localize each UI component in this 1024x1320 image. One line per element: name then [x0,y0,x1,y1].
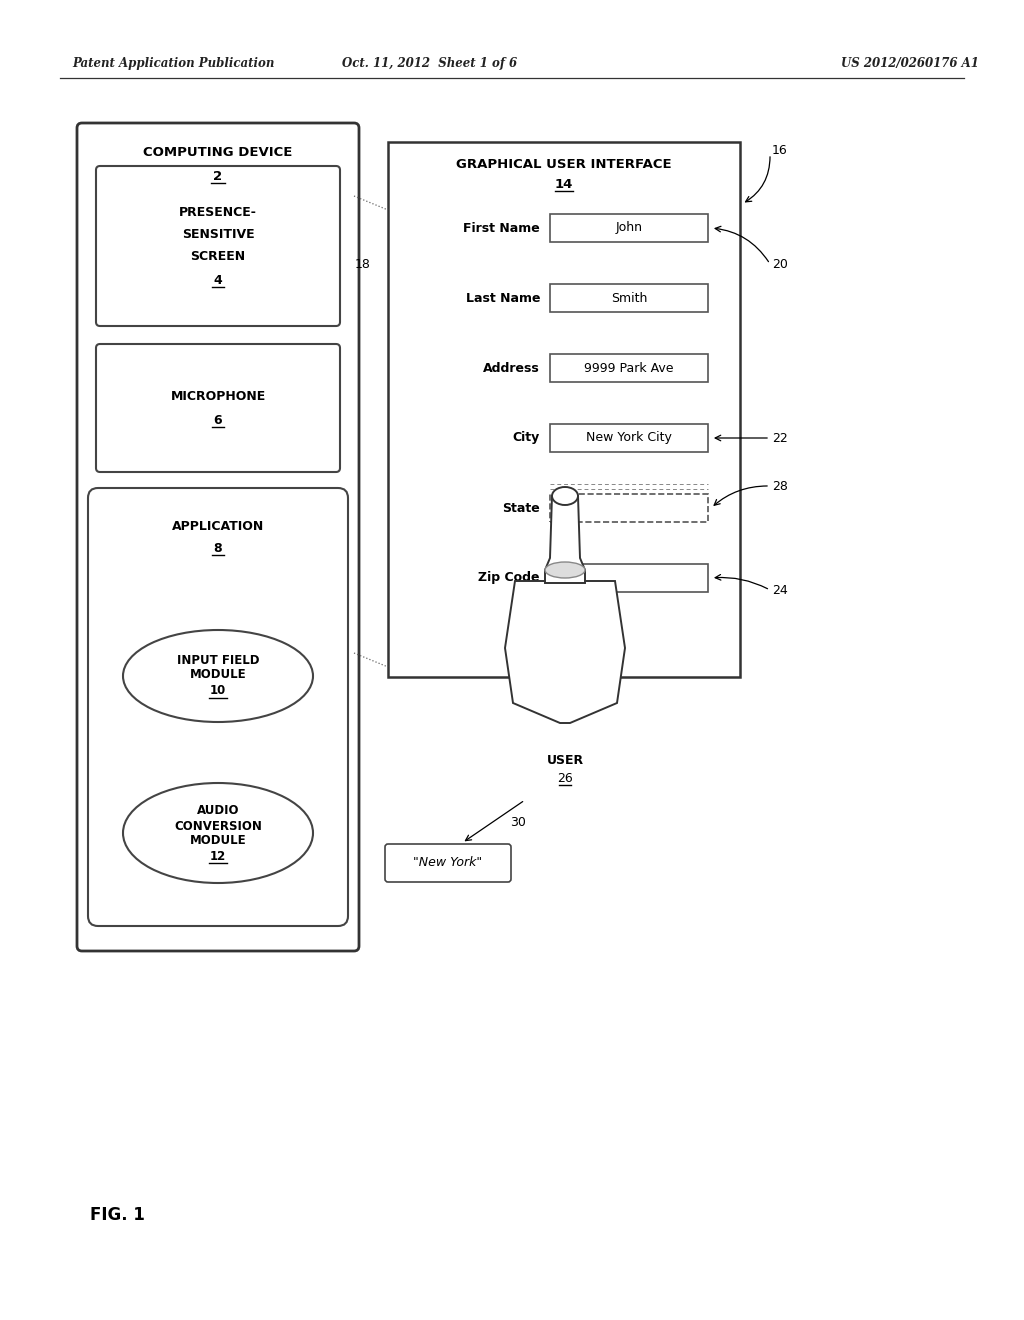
Text: "New York": "New York" [414,857,482,870]
Polygon shape [545,496,585,583]
Text: MODULE: MODULE [189,834,247,847]
Text: MODULE: MODULE [189,668,247,681]
Text: Oct. 11, 2012  Sheet 1 of 6: Oct. 11, 2012 Sheet 1 of 6 [342,57,517,70]
Text: First Name: First Name [463,222,540,235]
FancyBboxPatch shape [88,488,348,927]
Text: 28: 28 [772,479,787,492]
Text: 24: 24 [772,583,787,597]
Text: FIG. 1: FIG. 1 [90,1206,144,1224]
Text: 9999 Park Ave: 9999 Park Ave [585,362,674,375]
Text: 10: 10 [210,685,226,697]
Text: 22: 22 [772,432,787,445]
Text: 16: 16 [772,144,787,157]
Text: SENSITIVE: SENSITIVE [181,227,254,240]
Bar [550,214,708,242]
FancyBboxPatch shape [96,166,340,326]
Text: 12: 12 [210,850,226,862]
Text: New York City: New York City [586,432,672,445]
Text: John: John [615,222,642,235]
Ellipse shape [123,630,313,722]
Ellipse shape [552,487,578,506]
Text: 26: 26 [557,771,572,784]
Text: Zip Code: Zip Code [478,572,540,585]
Text: 30: 30 [510,816,526,829]
Text: 2: 2 [213,169,222,182]
Bar [550,424,708,451]
Polygon shape [505,581,625,723]
Text: CONVERSION: CONVERSION [174,820,262,833]
Text: USER: USER [547,754,584,767]
Text: Smith: Smith [610,292,647,305]
Bar [388,143,740,677]
Text: 4: 4 [214,273,222,286]
Bar [550,564,708,591]
Text: SCREEN: SCREEN [190,249,246,263]
Text: INPUT FIELD: INPUT FIELD [177,653,259,667]
FancyBboxPatch shape [385,843,511,882]
Text: PRESENCE-: PRESENCE- [179,206,257,219]
Text: Patent Application Publication: Patent Application Publication [72,57,274,70]
Text: 20: 20 [772,257,787,271]
Text: APPLICATION: APPLICATION [172,520,264,532]
Text: 6: 6 [214,413,222,426]
Bar [550,284,708,312]
Ellipse shape [123,783,313,883]
Text: 18: 18 [355,259,371,272]
Text: 8: 8 [214,541,222,554]
Text: COMPUTING DEVICE: COMPUTING DEVICE [143,147,293,160]
Text: Address: Address [483,362,540,375]
Text: GRAPHICAL USER INTERFACE: GRAPHICAL USER INTERFACE [456,157,672,170]
FancyBboxPatch shape [96,345,340,473]
Text: City: City [513,432,540,445]
Text: MICROPHONE: MICROPHONE [170,389,265,403]
Text: State: State [502,502,540,515]
FancyBboxPatch shape [77,123,359,950]
Text: AUDIO: AUDIO [197,804,240,817]
Text: Last Name: Last Name [466,292,540,305]
Bar [550,354,708,381]
Ellipse shape [545,562,585,578]
Text: US 2012/0260176 A1: US 2012/0260176 A1 [841,57,979,70]
Bar [550,494,708,521]
Text: 14: 14 [555,177,573,190]
